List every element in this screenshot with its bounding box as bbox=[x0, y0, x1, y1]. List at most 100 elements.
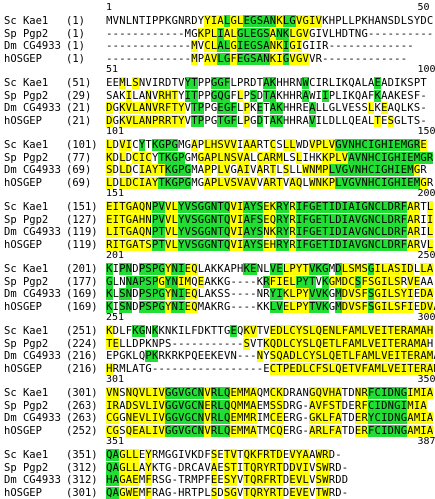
aligned-sequence: QAGLLAYKTG-DRCAVAESTITQRYRTDDVIVSWRD- bbox=[106, 462, 348, 474]
aligned-sequence: VNSNQVLIVGGVGCNVRLQEMMAQMCKDRANGQVHATDNR… bbox=[106, 387, 433, 399]
aligned-sequence: EITGAHNPVVLYVSGGNTQVIAFSEQRYRIFGETLDIAVG… bbox=[106, 214, 433, 226]
residue: T bbox=[420, 77, 427, 89]
residue: L bbox=[427, 226, 434, 238]
sequence-start-position: (21) bbox=[66, 102, 91, 114]
sequence-name: Sc Kae1 bbox=[4, 449, 48, 461]
sequence-start-position: (263) bbox=[66, 412, 98, 424]
sequence-name: Sp Pgp2 bbox=[4, 462, 48, 474]
residue: D bbox=[342, 474, 349, 486]
aligned-sequence: CGGNEVLIVGGVGCNVRLQEMMRIMCEERG-GKLFATDER… bbox=[106, 412, 433, 424]
aligned-sequence: QAGLLEYRMGGIVKDFSETVTQKFRTDEVYAAWRD- bbox=[106, 449, 342, 461]
sequence-name: Dm CG4933 bbox=[4, 288, 61, 300]
aligned-sequence: MVNLNTIPPKGNRDYYIALGLEGSANKLGVGIVKHPLLPK… bbox=[106, 15, 433, 27]
aligned-sequence: SAKILANVRHTYITPPGQGFLPSDTAKHHRAWIIPLIKQA… bbox=[106, 90, 427, 102]
sequence-start-position: (251) bbox=[66, 325, 98, 337]
residue: - bbox=[420, 102, 427, 114]
sequence-name: Sp Pgp2 bbox=[4, 152, 48, 164]
position-tick-end: 50 bbox=[418, 2, 430, 14]
sequence-name: hOSGEP bbox=[4, 425, 42, 437]
residue: A bbox=[427, 263, 434, 275]
residue: R bbox=[427, 177, 434, 189]
sequence-name: Dm CG4933 bbox=[4, 164, 61, 176]
sequence-name: Sc Kae1 bbox=[4, 263, 48, 275]
sequence-name: Sp Pgp2 bbox=[4, 276, 48, 288]
residue: C bbox=[427, 15, 434, 27]
sequence-name: Sp Pgp2 bbox=[4, 338, 48, 350]
residue: A bbox=[420, 400, 427, 412]
sequence-name: Dm CG4933 bbox=[4, 474, 61, 486]
position-tick-end: 300 bbox=[418, 312, 435, 324]
residue: A bbox=[427, 412, 434, 424]
aligned-sequence: EEMLSNVIRDTVYTPPGGFLPRDTAKHHRNWCIRLIKQAL… bbox=[106, 77, 427, 89]
residue: - bbox=[401, 53, 408, 65]
aligned-sequence: HAGAEMFRSG-TRMPFEESYVTQRFRTDEVLVSWRDD bbox=[106, 474, 348, 486]
aligned-sequence: DGKVLANVRFTYVTPPGEGFLPKETAKHHREALLGLVESS… bbox=[106, 102, 427, 114]
sequence-start-position: (119) bbox=[66, 239, 98, 251]
sequence-name: Sp Pgp2 bbox=[4, 90, 48, 102]
aligned-sequence: KDLFKGNKKNKILFDKTTGEQKVTVEDLCYSLQENLFAML… bbox=[106, 325, 433, 337]
position-tick-end: 250 bbox=[418, 250, 435, 262]
sequence-name: Sc Kae1 bbox=[4, 77, 48, 89]
position-tick-start: 351 bbox=[106, 436, 124, 448]
residue: - bbox=[407, 40, 414, 52]
aligned-sequence: IRADSVLIVGGVGCNERLQQMMAEMSSDRG-AVFSTDERF… bbox=[106, 400, 427, 412]
sequence-name: hOSGEP bbox=[4, 177, 42, 189]
sequence-start-position: (216) bbox=[66, 363, 98, 375]
residue: H bbox=[427, 338, 434, 350]
sequence-name: Sc Kae1 bbox=[4, 387, 48, 399]
position-tick-start: 101 bbox=[106, 126, 124, 138]
residue: A bbox=[427, 276, 434, 288]
residue: E bbox=[420, 139, 427, 151]
aligned-sequence: DGKVLANPRRTYVTPPGTGFLPGDTAKHHRAVILDLLQEA… bbox=[106, 115, 427, 127]
sequence-start-position: (69) bbox=[66, 177, 91, 189]
residue: A bbox=[427, 288, 434, 300]
aligned-sequence: -------------MPAVLGFEGSANKIGVGVVR-------… bbox=[106, 53, 407, 65]
sequence-name: Dm CG4933 bbox=[4, 40, 61, 52]
residue: I bbox=[427, 214, 434, 226]
aligned-sequence: LDLDCIAYTKGPGMGAPLVSVAVVARTVAQLWNKPLVGVN… bbox=[106, 177, 433, 189]
sequence-start-position: (1) bbox=[66, 40, 85, 52]
position-tick-start: 301 bbox=[106, 374, 124, 386]
sequence-start-position: (1) bbox=[66, 28, 85, 40]
residue: H bbox=[427, 325, 434, 337]
aligned-sequence: GLNNAPSPGYNIMQEAKKG----KRFIELPYTVKGMDCSF… bbox=[106, 276, 433, 288]
residue: - bbox=[342, 462, 349, 474]
aligned-sequence: HRMLATG-----------------ECTPEDLCFSLQETVF… bbox=[106, 363, 435, 375]
sequence-name: Sp Pgp2 bbox=[4, 214, 48, 226]
aligned-sequence: EITGAQNPVVLYVSGGNTQVIAYSEKRYRIFGETIDIAIG… bbox=[106, 201, 433, 213]
position-tick-start: 51 bbox=[106, 64, 118, 76]
sequence-start-position: (29) bbox=[66, 90, 91, 102]
aligned-sequence: CGSQEALIVGGVGCNVRLQEMMATMCQERG-ARLFATDER… bbox=[106, 425, 433, 437]
position-tick-start: 151 bbox=[106, 188, 124, 200]
residue: - bbox=[335, 449, 342, 461]
sequence-start-position: (201) bbox=[66, 263, 98, 275]
sequence-start-position: (101) bbox=[66, 139, 98, 151]
residue: L bbox=[427, 239, 434, 251]
residue: A bbox=[427, 425, 434, 437]
aligned-sequence: LITGAQNPTVLYVSGGNTQVIAYSNKRYRIFGETIDIAVG… bbox=[106, 226, 433, 238]
sequence-start-position: (51) bbox=[66, 77, 91, 89]
sequence-start-position: (312) bbox=[66, 462, 98, 474]
sequence-name: hOSGEP bbox=[4, 363, 42, 375]
position-tick-end: 200 bbox=[418, 188, 435, 200]
aligned-sequence: KLSNDPSPGYNIEQLAKSS----NRYIKLPYVVKGMDVSF… bbox=[106, 288, 433, 300]
sequence-start-position: (301) bbox=[66, 387, 98, 399]
position-tick-start: 251 bbox=[106, 312, 124, 324]
sequence-start-position: (224) bbox=[66, 338, 98, 350]
sequence-name: Sc Kae1 bbox=[4, 139, 48, 151]
residue: - bbox=[427, 28, 434, 40]
residue: L bbox=[427, 201, 434, 213]
residue: - bbox=[420, 115, 427, 127]
sequence-name: Sp Pgp2 bbox=[4, 400, 48, 412]
residue: R bbox=[427, 152, 434, 164]
sequence-name: Dm CG4933 bbox=[4, 350, 61, 362]
sequence-name: Dm CG4933 bbox=[4, 226, 61, 238]
sequence-name: Sc Kae1 bbox=[4, 15, 48, 27]
sequence-name: hOSGEP bbox=[4, 239, 42, 251]
sequence-start-position: (127) bbox=[66, 214, 98, 226]
sequence-start-position: (1) bbox=[66, 15, 85, 27]
sequence-start-position: (169) bbox=[66, 301, 98, 313]
position-tick-end: 100 bbox=[418, 64, 435, 76]
aligned-sequence: TELLDPKNPS-----------SVTKQDLCYSLQETLFAML… bbox=[106, 338, 433, 350]
